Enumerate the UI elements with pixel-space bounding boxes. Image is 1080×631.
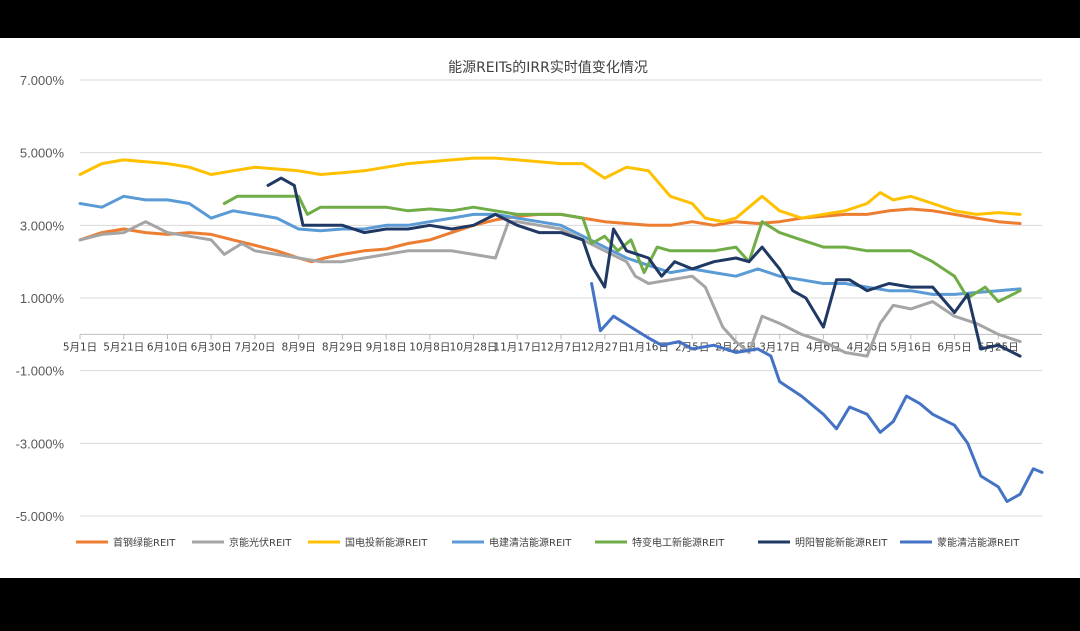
series-line-6 [590, 282, 1044, 503]
legend-label: 京能光伏REIT [229, 536, 292, 549]
x-tick-label: 3月17日 [759, 341, 800, 353]
series-line-1 [78, 220, 1022, 358]
legend: 首钢绿能REIT 京能光伏REIT 国电投新能源REIT 电建清洁能源REIT 特变电工… [76, 536, 1020, 549]
series-line-3 [78, 194, 1022, 296]
x-tick-label: 12月7日 [540, 341, 581, 353]
x-tick-label: 9月18日 [366, 341, 407, 353]
line-chart: 能源REITs的IRR实时值变化情况 7.000% 5.000% 3.000% 1.0… [16, 60, 1044, 549]
y-tick-label: 1.000% [20, 291, 65, 306]
series-line-2 [78, 156, 1022, 224]
x-tick-label: 10月8日 [409, 341, 450, 353]
x-tick-label: 4月26日 [847, 341, 888, 353]
legend-label: 首钢绿能REIT [113, 536, 176, 549]
chart-title: 能源REITs的IRR实时值变化情况 [448, 60, 648, 76]
y-tick-label: 7.000% [20, 73, 65, 88]
series-line-0 [78, 207, 1022, 264]
x-tick-label: 7月20日 [234, 341, 275, 353]
x-tick-label: 6月5日 [937, 341, 971, 353]
y-axis-ticks: 7.000% 5.000% 3.000% 1.000% -1.000% -3.000% -5… [16, 73, 65, 524]
x-tick-label: 5月21日 [103, 341, 144, 353]
legend-label: 蒙能清洁能源REIT [937, 536, 1020, 549]
y-tick-label: 5.000% [20, 146, 65, 161]
x-tick-label: 10月28日 [450, 341, 498, 353]
x-tick-label: 12月27日 [581, 341, 629, 353]
y-tick-label: -5.000% [16, 509, 65, 524]
x-tick-label: 1月16日 [628, 341, 669, 353]
y-tick-label: -3.000% [16, 436, 65, 451]
legend-label: 电建清洁能源REIT [489, 536, 572, 549]
series-lines [78, 156, 1044, 503]
x-tick-label: 5月16日 [890, 341, 931, 353]
x-tick-label: 5月1日 [63, 341, 97, 353]
series-line-5 [266, 176, 1022, 358]
x-tick-label: 11月17日 [493, 341, 541, 353]
x-tick-label: 6月10日 [147, 341, 188, 353]
x-tick-label: 6月30日 [191, 341, 232, 353]
y-tick-label: -1.000% [16, 364, 65, 379]
grid-lines [80, 79, 1042, 517]
legend-label: 特变电工新能源REIT [632, 536, 725, 549]
x-tick-label: 8月9日 [281, 341, 315, 353]
chart-panel: 能源REITs的IRR实时值变化情况 7.000% 5.000% 3.000% 1.0… [0, 38, 1080, 578]
legend-label: 明阳智能新能源REIT [795, 536, 888, 549]
legend-label: 国电投新能源REIT [345, 536, 428, 549]
y-tick-label: 3.000% [20, 218, 65, 233]
x-tick-label: 8月29日 [322, 341, 363, 353]
